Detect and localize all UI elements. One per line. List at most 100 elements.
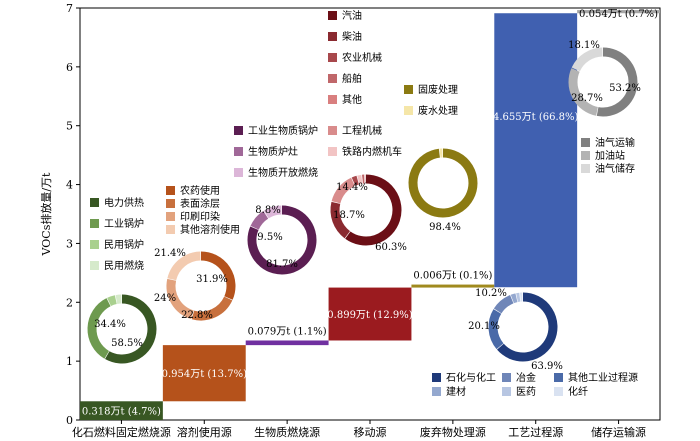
legend-label: 其他溶剂使用 [180, 223, 240, 236]
waterfall-bar [577, 10, 660, 14]
y-tick-label: 3 [66, 237, 73, 250]
legend-label: 印刷印染 [180, 210, 220, 223]
legend-label: 其他 [342, 93, 362, 106]
donut-slice [200, 251, 236, 300]
x-category-label: 工艺过程源 [508, 425, 563, 439]
legend-swatch [90, 240, 99, 249]
bar-value-label: 4.655万t (66.8%) [493, 112, 578, 123]
legend-swatch [554, 387, 563, 396]
donut-percent-label: 98.4% [429, 222, 461, 233]
legend-label: 民用锅炉 [104, 239, 144, 251]
donut-percent-label: 81.7% [266, 259, 298, 270]
legend-label: 表面涂层 [180, 197, 220, 210]
legend-swatch [234, 147, 243, 156]
donut-percent-label: 9.5% [257, 232, 282, 243]
legend-swatch [432, 387, 441, 396]
donut-slice [571, 47, 603, 72]
legend-label: 生物质开放燃烧 [248, 166, 318, 179]
legend-swatch [166, 186, 175, 195]
y-tick-label: 7 [66, 2, 73, 15]
y-axis-title: VOCs排放量/万t [39, 172, 53, 257]
waterfall-bar [328, 287, 412, 341]
legend-swatch [90, 219, 99, 228]
legend-label: 生物质炉灶 [248, 145, 298, 158]
legend-swatch [328, 11, 337, 20]
waterfall-bar [162, 345, 246, 402]
donut-slice [191, 296, 233, 321]
bar-value-label: 0.006万t (0.1%) [413, 271, 492, 282]
legend-swatch [166, 212, 175, 221]
legend-label: 工业锅炉 [104, 218, 144, 230]
legend-label: 冶金 [516, 371, 536, 384]
legend-label: 加油站 [595, 149, 625, 162]
x-category-label: 废弃物处理源 [420, 425, 486, 439]
legend-label: 工程机械 [342, 124, 382, 137]
legend-label: 石化与化工 [446, 371, 496, 384]
legend-label: 汽油 [342, 9, 362, 22]
donut-slice [493, 295, 514, 314]
legend-swatch [432, 373, 441, 382]
donut-slice [107, 295, 117, 307]
donut-slice [510, 293, 518, 304]
legend-swatch [581, 164, 590, 173]
legend-swatch [328, 53, 337, 62]
bar-value-label: 0.954万t (13.7%) [162, 369, 247, 380]
legend-swatch [328, 74, 337, 83]
legend-label: 废水处理 [418, 104, 458, 117]
donut-percent-label: 14.4% [336, 182, 368, 193]
y-tick-label: 0 [66, 414, 73, 427]
donut-percent-label: 60.3% [375, 242, 407, 253]
donut-percent-label: 22.8% [181, 310, 213, 321]
x-category-label: 溶剂使用源 [177, 425, 232, 439]
y-tick-label: 1 [66, 355, 73, 368]
legend-label: 化纤 [568, 385, 588, 398]
donut-percent-label: 24% [154, 293, 176, 304]
donut-slice [330, 201, 351, 239]
legend-label: 民用燃烧 [104, 259, 144, 272]
donut-slice [247, 205, 317, 275]
y-tick-label: 4 [66, 179, 73, 192]
legend-label: 铁路内燃机车 [342, 145, 402, 158]
legend-swatch [90, 261, 99, 270]
donut-percent-label: 20.1% [468, 321, 500, 332]
bar-value-label: 0.054万t (0.7%) [579, 9, 658, 20]
donut-slice [596, 47, 638, 117]
donut-percent-label: 34.4% [94, 319, 126, 330]
donut-slice [105, 294, 157, 364]
donut-slice [167, 251, 201, 281]
donut-slice [488, 309, 504, 350]
bar-value-label: 0.899万t (12.9%) [327, 310, 412, 321]
donut-percent-label: 18.7% [333, 210, 365, 221]
legend-swatch [234, 168, 243, 177]
donut-slice [497, 292, 558, 362]
x-category-label: 移动源 [354, 425, 387, 439]
legend-label: 工业生物质锅炉 [248, 124, 318, 137]
donut-percent-label: 28.7% [571, 93, 603, 104]
y-tick-label: 6 [66, 61, 73, 74]
donut-percent-label: 31.9% [196, 274, 228, 285]
donut-percent-label: 18.1% [568, 40, 600, 51]
donut-slice [87, 298, 111, 359]
donut-slice [331, 177, 356, 204]
legend-label: 船舶 [342, 72, 362, 85]
legend-swatch [404, 106, 413, 115]
donut-slice [408, 148, 478, 218]
donut-percent-label: 58.5% [111, 338, 143, 349]
legend-label: 农药使用 [180, 184, 220, 197]
donut-percent-label: 63.9% [531, 361, 563, 372]
bar-value-label: 0.318万t (4.7%) [82, 407, 161, 418]
donut-percent-label: 8.8% [255, 205, 280, 216]
legend-swatch [502, 373, 511, 382]
legend-swatch [166, 225, 175, 234]
legend-swatch [234, 126, 243, 135]
donut-slice [568, 68, 599, 116]
legend-swatch [581, 151, 590, 160]
x-category-label: 化石燃料固定燃烧源 [72, 425, 171, 439]
donut-slice [351, 175, 359, 186]
legend-label: 建材 [446, 385, 466, 398]
legend-swatch [328, 32, 337, 41]
y-tick-label: 5 [66, 120, 73, 133]
legend-label: 柴油 [342, 30, 362, 43]
